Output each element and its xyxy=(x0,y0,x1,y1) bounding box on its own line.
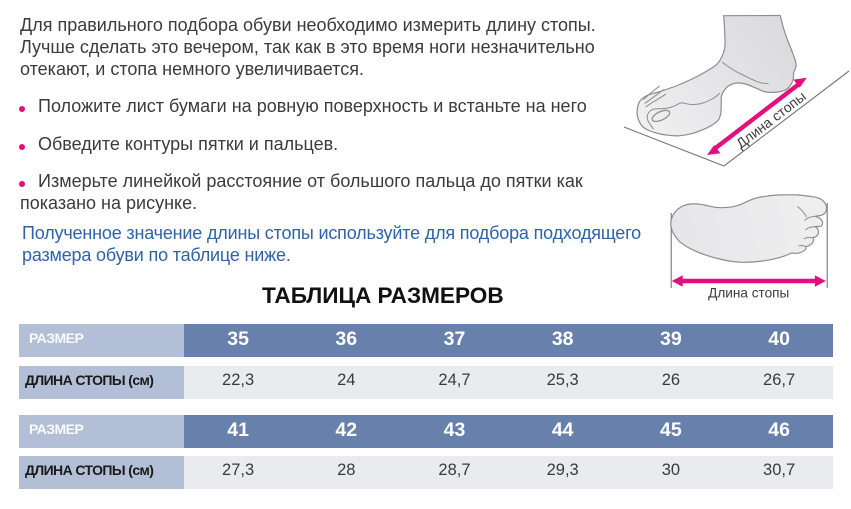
svg-text:Длина стопы: Длина стопы xyxy=(733,88,809,152)
svg-text:Длина стопы: Длина стопы xyxy=(708,286,789,301)
